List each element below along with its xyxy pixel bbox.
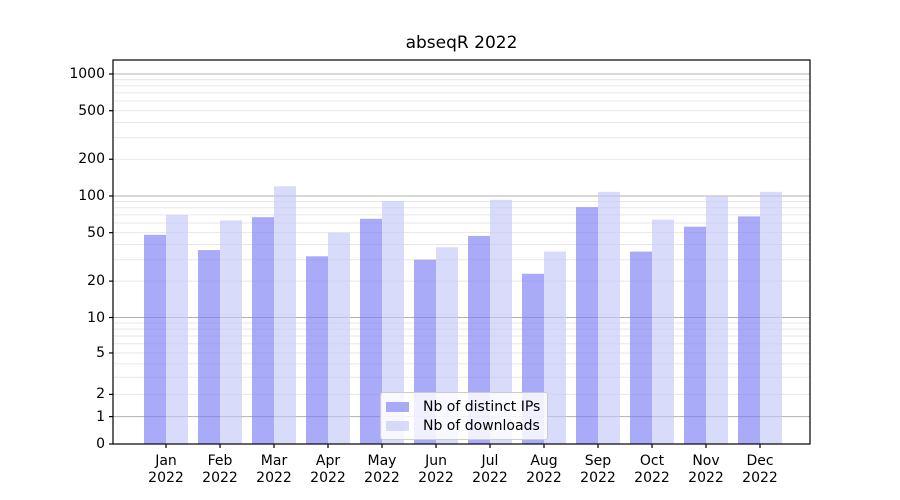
y-tick-label-2: 2	[96, 386, 105, 403]
bar-distinct-ips-apr	[306, 256, 328, 444]
bar-distinct-ips-oct	[630, 251, 652, 444]
legend-label-distinct-ips: Nb of distinct IPs	[423, 398, 541, 415]
x-tick-label-mar: Mar 2022	[256, 453, 292, 486]
x-tick-label-oct: Oct 2022	[634, 453, 670, 486]
y-tick-label-50: 50	[87, 224, 105, 241]
bar-distinct-ips-jul	[468, 235, 490, 444]
x-tick-label-nov: Nov 2022	[688, 453, 724, 486]
bar-distinct-ips-nov	[684, 226, 706, 444]
bar-distinct-ips-feb	[198, 250, 220, 444]
legend-row-downloads: Nb of downloads	[386, 416, 540, 435]
y-tick-label-200: 200	[78, 151, 105, 168]
chart-title: abseqR 2022	[405, 33, 518, 53]
bar-distinct-ips-may	[360, 218, 382, 444]
x-tick-label-apr: Apr 2022	[310, 453, 346, 486]
legend-label-downloads: Nb of downloads	[423, 417, 540, 434]
x-tick-label-jan: Jan 2022	[148, 453, 184, 486]
bar-distinct-ips-mar	[252, 217, 274, 444]
x-tick-label-may: May 2022	[364, 453, 400, 486]
bar-downloads-may	[382, 200, 404, 444]
bar-distinct-ips-jan	[144, 234, 166, 444]
y-tick-label-10: 10	[87, 309, 105, 326]
y-tick-label-5: 5	[96, 344, 105, 361]
legend-swatch-distinct-ips	[386, 401, 409, 412]
y-tick-label-20: 20	[87, 273, 105, 290]
y-tick-label-100: 100	[78, 187, 105, 204]
bar-downloads-dec	[760, 191, 782, 444]
bar-downloads-mar	[274, 186, 296, 444]
bar-downloads-jul	[490, 199, 512, 444]
bar-downloads-sep	[598, 191, 620, 444]
legend-row-distinct-ips: Nb of distinct IPs	[386, 397, 541, 416]
y-tick-label-500: 500	[78, 102, 105, 119]
y-tick-label-1: 1	[96, 408, 105, 425]
bar-downloads-oct	[652, 219, 674, 444]
x-tick-label-jun: Jun 2022	[418, 453, 454, 486]
bar-distinct-ips-sep	[576, 207, 598, 444]
y-tick-label-1000: 1000	[69, 65, 105, 82]
x-tick-label-aug: Aug 2022	[526, 453, 562, 486]
bar-downloads-nov	[706, 195, 728, 444]
legend-swatch-downloads	[386, 420, 409, 431]
x-tick-label-sep: Sep 2022	[580, 453, 616, 486]
bar-downloads-apr	[328, 232, 350, 444]
y-tick-label-0: 0	[96, 436, 105, 452]
x-tick-label-dec: Dec 2022	[742, 453, 778, 486]
bar-downloads-feb	[220, 220, 242, 444]
bar-downloads-aug	[544, 251, 566, 444]
x-tick-label-feb: Feb 2022	[202, 453, 238, 486]
x-tick-label-jul: Jul 2022	[472, 453, 508, 486]
bar-downloads-jan	[166, 214, 188, 444]
axes-frame	[112, 59, 811, 445]
legend: Nb of distinct IPs Nb of downloads	[380, 392, 548, 440]
bar-distinct-ips-dec	[738, 216, 760, 444]
